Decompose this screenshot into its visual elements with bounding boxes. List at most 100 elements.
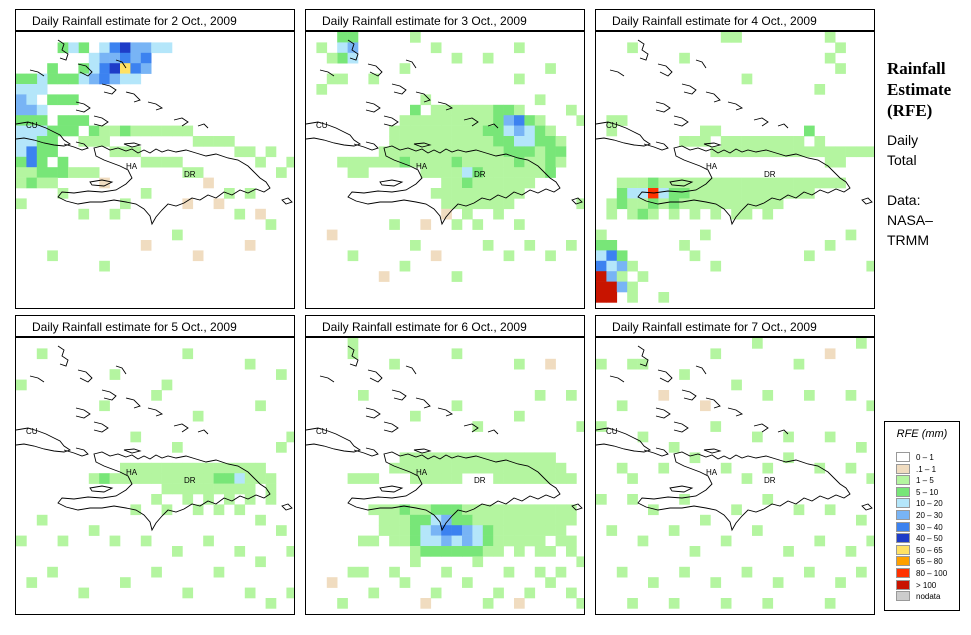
coastline <box>29 375 45 383</box>
coastline <box>75 407 91 419</box>
rainfall-cell <box>140 42 152 54</box>
rainfall-cell <box>410 104 421 116</box>
rainfall-cell <box>514 146 525 158</box>
rainfall-cell <box>503 473 515 484</box>
rainfall-cell <box>482 125 494 137</box>
rainfall-cell <box>514 104 525 116</box>
rainfall-cell <box>689 452 701 464</box>
rainfall-cell <box>244 188 256 199</box>
rainfall-cell <box>514 42 525 54</box>
rainfall-cell <box>472 219 484 230</box>
rainfall-cell <box>16 177 27 189</box>
rainfall-cell <box>616 188 628 199</box>
rainfall-cell <box>16 146 27 158</box>
country-label-cu: CU <box>606 427 618 436</box>
coastline <box>347 145 561 226</box>
rainfall-cell <box>57 156 69 168</box>
rainfall-cell <box>679 177 690 189</box>
country-label-cu: CU <box>606 121 618 130</box>
rainfall-cell <box>627 292 638 303</box>
rainfall-cell <box>192 250 204 262</box>
rainfall-cell <box>524 473 536 484</box>
rainfall-cell <box>441 546 452 557</box>
rainfall-cell <box>441 473 452 484</box>
rainfall-cell <box>462 577 473 588</box>
rainfall-cell <box>700 188 711 199</box>
rainfall-cell <box>731 146 742 158</box>
rainfall-cell <box>824 348 836 360</box>
rainfall-cell <box>109 63 121 74</box>
rainfall-cell <box>606 125 618 137</box>
coastline <box>115 59 127 69</box>
rainfall-cell <box>482 535 494 547</box>
rainfall-cell <box>399 156 411 168</box>
legend-swatch <box>896 544 910 555</box>
rainfall-cell <box>244 462 256 474</box>
rainfall-cell <box>545 577 556 588</box>
coastline <box>405 59 417 69</box>
rainfall-cell <box>26 125 38 137</box>
rainfall-cell <box>514 452 525 464</box>
rainfall-cell <box>493 188 504 199</box>
rainfall-cell <box>255 400 266 412</box>
rainfall-cell <box>720 32 732 43</box>
legend-label: 10 – 20 <box>916 499 943 509</box>
rainfall-cell <box>482 462 494 474</box>
rainfall-cell <box>68 42 79 54</box>
rainfall-cell <box>26 73 38 85</box>
rainfall-cell <box>462 125 473 137</box>
rainfall-cell <box>286 587 294 599</box>
rainfall-cell <box>234 146 246 158</box>
rainfall-cell <box>741 566 753 578</box>
coastline <box>367 369 383 383</box>
rainfall-cell <box>804 125 815 137</box>
rainfall-cell <box>120 577 131 588</box>
rainfall-cell <box>627 177 638 189</box>
rainfall-cell <box>845 462 857 474</box>
rainfall-cell <box>410 410 421 422</box>
rainfall-cell <box>524 514 536 526</box>
rainfall-cell <box>856 442 867 453</box>
rainfall-cell <box>493 535 504 547</box>
rainfall-cell <box>78 208 90 220</box>
rainfall-cell <box>347 52 359 64</box>
rainfall-cell <box>430 156 442 168</box>
coastline <box>727 407 744 417</box>
legend-swatch <box>896 568 910 578</box>
rainfall-cell <box>430 167 442 178</box>
rainfall-cell <box>451 146 463 158</box>
coastline <box>319 375 335 383</box>
rainfall-cell <box>410 156 421 168</box>
rainfall-cell <box>700 400 711 412</box>
rainfall-cell <box>762 494 774 505</box>
rainfall-cell <box>835 577 846 588</box>
rainfall-cell <box>514 473 525 484</box>
rainfall-cell <box>856 338 867 349</box>
rainfall-cell <box>566 104 577 116</box>
country-label-cu: CU <box>316 427 328 436</box>
legend-label: 50 – 65 <box>916 545 943 555</box>
legend-label: 65 – 80 <box>916 557 943 567</box>
rainfall-cell <box>668 442 680 453</box>
rainfall-cell <box>378 525 390 536</box>
rainfall-cell <box>689 208 701 220</box>
rainfall-cell <box>524 240 536 251</box>
rainfall-cell <box>514 136 525 147</box>
country-label-dr: DR <box>474 170 486 179</box>
coastline <box>93 421 109 433</box>
rainfall-cell <box>783 136 794 147</box>
rainfall-cell <box>793 504 805 516</box>
rainfall-cell <box>616 250 628 262</box>
rainfall-cell <box>824 598 836 609</box>
rainfall-cell <box>606 250 618 262</box>
rainfall-cell <box>514 504 525 516</box>
coastline <box>57 451 271 532</box>
rainfall-cell <box>606 281 618 293</box>
rainfall-cell <box>710 260 722 272</box>
rainfall-map: CU HA DR <box>595 337 875 615</box>
rainfall-cell <box>192 504 204 516</box>
rainfall-cell <box>534 452 546 464</box>
rainfall-cell <box>524 115 536 126</box>
rainfall-cell <box>99 177 110 189</box>
rainfall-cell <box>472 177 484 189</box>
